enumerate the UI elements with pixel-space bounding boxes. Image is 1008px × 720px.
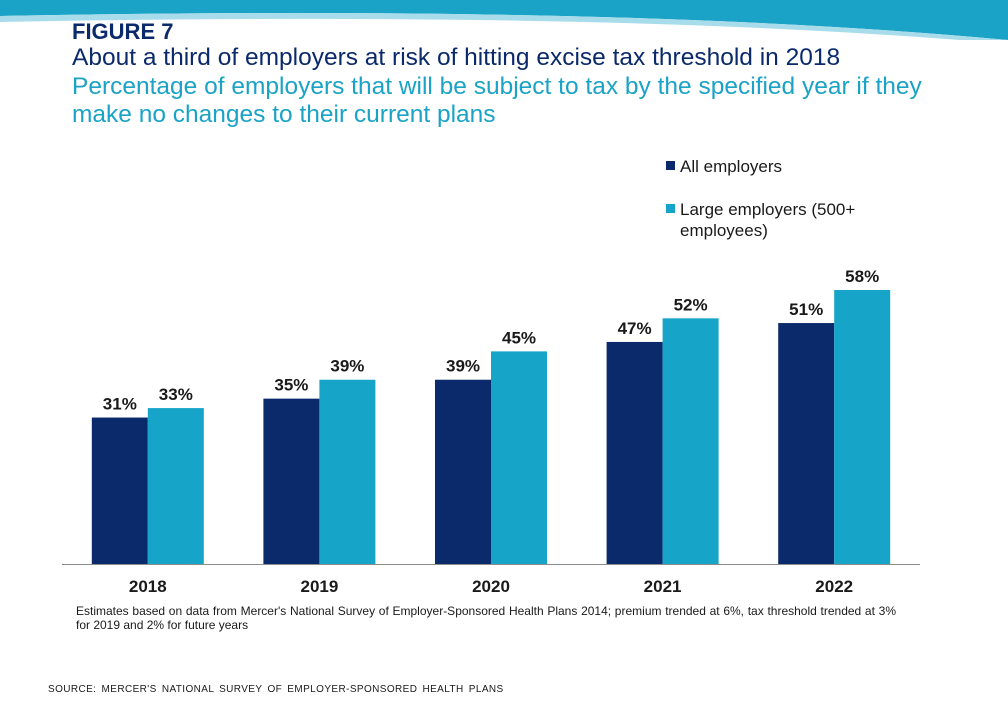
x-tick-label-2022: 2022: [815, 577, 853, 596]
legend-label-all-employers: All employers: [680, 157, 783, 176]
x-tick-label-2021: 2021: [644, 577, 682, 596]
methodology-note: Estimates based on data from Mercer's Na…: [76, 604, 896, 632]
bar-large-employers-2019: [319, 379, 376, 564]
x-tick-label-2018: 2018: [129, 577, 167, 596]
data-label-all-employers-2022: 51%: [789, 300, 823, 319]
x-tick-label-2019: 2019: [300, 577, 338, 596]
data-label-large-employers-2020: 45%: [502, 328, 536, 347]
header-wave-band: [0, 0, 1008, 40]
figure-label: FIGURE 7: [72, 19, 174, 44]
bar-all-employers-2021: [606, 341, 663, 564]
bar-large-employers-2021: [662, 318, 719, 564]
data-label-all-employers-2018: 31%: [103, 395, 137, 414]
data-label-all-employers-2021: 47%: [618, 319, 652, 338]
bar-all-employers-2019: [263, 398, 320, 564]
legend-label-large-employers: Large employers (500+ employees): [680, 200, 856, 240]
source-note: SOURCE: MERCER'S NATIONAL SURVEY OF EMPL…: [48, 684, 504, 695]
data-label-large-employers-2022: 58%: [845, 267, 879, 286]
bar-all-employers-2018: [91, 417, 148, 564]
x-tick-label-2020: 2020: [472, 577, 510, 596]
data-label-all-employers-2019: 35%: [274, 376, 308, 395]
legend-item-large-employers: Large employers (500+ employees): [666, 199, 926, 241]
data-label-large-employers-2021: 52%: [674, 295, 708, 314]
legend-item-all-employers: All employers: [666, 156, 926, 177]
data-label-large-employers-2019: 39%: [330, 357, 364, 376]
data-label-large-employers-2018: 33%: [159, 385, 193, 404]
data-label-all-employers-2020: 39%: [446, 357, 480, 376]
chart-title: About a third of employers at risk of hi…: [72, 44, 841, 71]
legend-swatch-large-employers: [666, 204, 675, 213]
chart-subtitle: Percentage of employers that will be sub…: [72, 73, 922, 128]
chart-legend: All employers Large employers (500+ empl…: [666, 156, 926, 241]
legend-swatch-all-employers: [666, 161, 675, 170]
bar-all-employers-2022: [778, 323, 835, 564]
bar-all-employers-2020: [435, 379, 491, 564]
bar-large-employers-2018: [147, 408, 204, 564]
bar-large-employers-2022: [834, 289, 891, 564]
bar-large-employers-2020: [491, 351, 547, 564]
